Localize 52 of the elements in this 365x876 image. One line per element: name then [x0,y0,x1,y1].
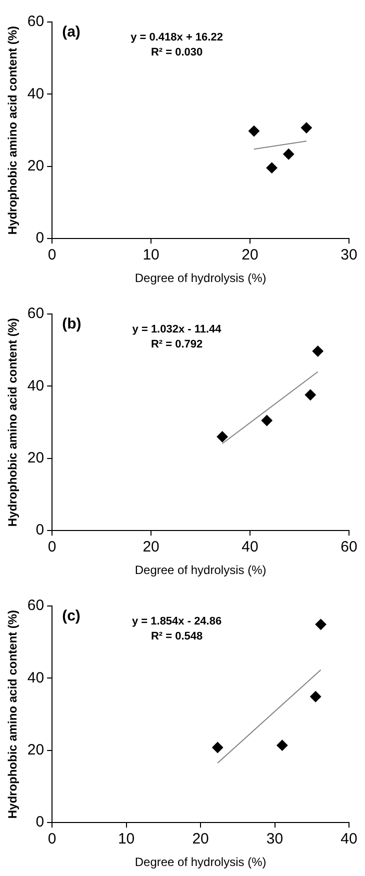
y-tick-label: 40 [27,669,44,686]
y-axis-title: Hydrophobic amino acid content (%) [6,610,20,819]
x-tick-label: 0 [48,246,56,264]
y-tick-label: 60 [27,305,44,322]
point [310,691,322,702]
annotation: y = 1.854x - 24.86 [132,616,222,628]
x-tick-label: 40 [242,538,258,556]
annotation: (c) [62,608,80,625]
y-tick-label: 20 [27,450,44,467]
point [276,740,288,751]
point [261,414,272,426]
annotation: (a) [62,24,80,41]
annotation: (b) [62,316,82,333]
point [304,389,316,400]
x-tick-label: 20 [242,246,258,264]
x-tick-label: 30 [340,246,358,264]
x-axis-title: Degree of hydrolysis (%) [134,563,266,578]
y-axis-title: Hydrophobic amino acid content (%) [6,318,20,527]
y-tick-label: 20 [27,158,44,175]
point [212,742,224,754]
x-tick-label: 40 [340,830,358,848]
annotation: R² = 0.548 [150,630,203,643]
y-tick-label: 0 [36,814,44,831]
point [312,346,324,357]
x-tick-label: 30 [266,830,284,848]
annotation: R² = 0.792 [150,338,203,351]
x-tick-label: 0 [48,538,56,556]
y-tick-label: 40 [27,85,44,102]
x-axis-title: Degree of hydrolysis (%) [134,271,266,286]
y-tick-label: 60 [27,13,44,30]
y-tick-label: 60 [27,597,44,614]
point [283,148,294,160]
point [315,618,326,630]
x-tick-label: 20 [192,830,209,848]
y-tick-label: 0 [36,522,44,539]
x-tick-label: 0 [48,830,56,848]
x-tick-label: 20 [142,538,160,556]
x-tick-label: 60 [340,538,358,556]
annotation: y = 0.418x + 16.22 [130,32,223,44]
x-tick-label: 10 [142,246,160,264]
annotation: R² = 0.030 [150,46,203,59]
y-tick-label: 0 [36,230,44,247]
point [216,431,228,442]
point [300,122,312,134]
point [248,126,260,137]
annotation: y = 1.032x - 11.44 [132,324,222,336]
y-tick-label: 20 [27,742,44,759]
x-tick-label: 10 [118,830,135,848]
point [266,162,278,174]
y-axis-title: Hydrophobic amino acid content (%) [6,26,20,235]
y-tick-label: 40 [27,377,44,394]
x-axis-title: Degree of hydrolysis (%) [134,855,266,870]
